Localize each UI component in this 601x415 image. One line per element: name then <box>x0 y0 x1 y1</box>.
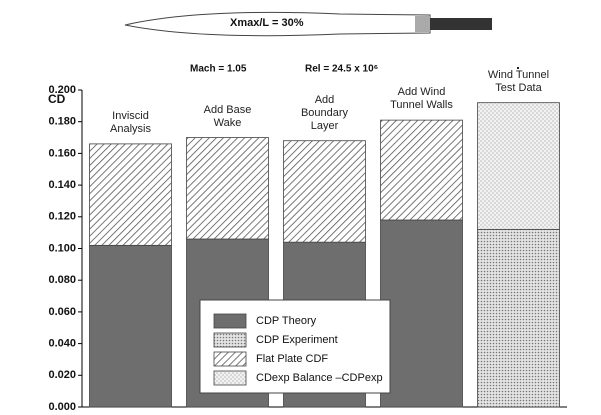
y-tick-label: 0.140 <box>48 179 76 191</box>
banner: Xmax/L = 30% <box>230 17 304 29</box>
y-tick-label: 0.000 <box>48 401 76 413</box>
category-label: Add Base Wake <box>194 103 261 130</box>
y-tick-label: 0.080 <box>48 274 76 286</box>
legend-label: CDP Experiment <box>256 334 338 346</box>
category-label: Inviscid Analysis <box>97 109 164 136</box>
y-tick-label: 0.060 <box>48 306 76 318</box>
category-label: Wind Tunnel Test Data <box>485 68 552 95</box>
legend-swatch <box>213 351 247 367</box>
annotation: Rel = 24.5 x 10⁶ <box>305 64 378 75</box>
legend-label: CDexp Balance –CDPexp <box>256 372 383 384</box>
legend-swatch <box>213 370 247 386</box>
category-label: Add Boundary Layer <box>291 93 358 133</box>
y-tick-label: 0.200 <box>48 84 76 96</box>
legend-label: Flat Plate CDF <box>256 353 328 365</box>
y-tick-label: 0.180 <box>48 116 76 128</box>
y-axis-label: CD <box>48 92 66 106</box>
annotation: Mach = 1.05 <box>190 64 247 75</box>
bar-segment <box>89 244 172 408</box>
y-tick-label: 0.100 <box>48 242 76 254</box>
bar-segment <box>186 137 269 240</box>
y-tick-label: 0.040 <box>48 338 76 350</box>
bar-segment <box>477 229 560 408</box>
bar-segment <box>283 140 366 243</box>
airfoil-sting <box>415 16 430 32</box>
y-tick-label: 0.120 <box>48 211 76 223</box>
category-label: Add Wind Tunnel Walls <box>388 86 455 113</box>
bar-segment <box>89 143 172 246</box>
bar-segment <box>380 219 463 408</box>
legend-label: CDP Theory <box>256 315 317 327</box>
y-tick-label: 0.020 <box>48 369 76 381</box>
airfoil-sting <box>430 18 492 30</box>
y-tick-label: 0.160 <box>48 147 76 159</box>
legend-swatch <box>213 332 247 348</box>
bar-segment <box>477 102 560 230</box>
bar-segment <box>380 119 463 221</box>
legend-swatch <box>213 313 247 329</box>
